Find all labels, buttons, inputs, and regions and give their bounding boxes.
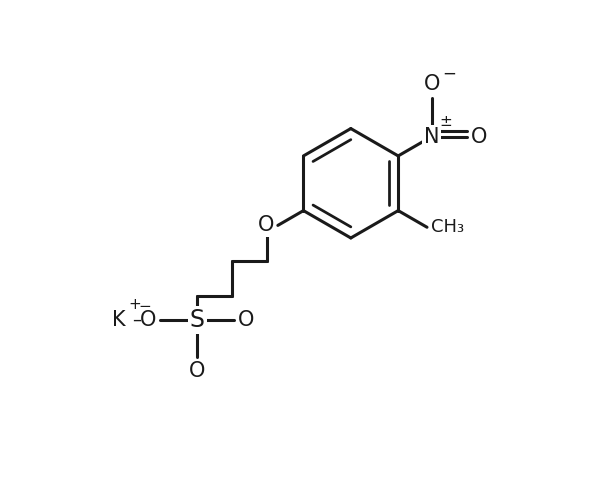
Text: CH₃: CH₃	[431, 218, 464, 236]
Text: O: O	[423, 74, 440, 94]
Text: O: O	[141, 310, 157, 330]
Text: K: K	[112, 310, 125, 330]
Text: S: S	[190, 308, 205, 332]
Text: –: –	[133, 311, 142, 329]
Text: O: O	[258, 216, 274, 235]
Text: O: O	[471, 127, 487, 146]
Text: +: +	[128, 297, 141, 312]
Text: O: O	[189, 361, 206, 381]
Text: O: O	[238, 310, 254, 330]
Text: N: N	[424, 127, 440, 146]
Text: ±: ±	[439, 114, 452, 129]
Text: −: −	[138, 299, 151, 313]
Text: −: −	[442, 65, 456, 83]
